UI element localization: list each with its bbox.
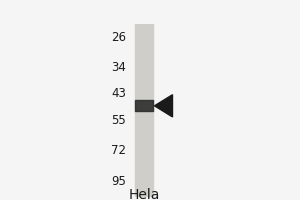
- Text: 95: 95: [111, 175, 126, 188]
- Polygon shape: [154, 95, 172, 117]
- Text: 34: 34: [111, 61, 126, 74]
- Text: 55: 55: [111, 114, 126, 127]
- Text: 72: 72: [111, 144, 126, 157]
- Text: 43: 43: [111, 87, 126, 100]
- Text: Hela: Hela: [128, 188, 160, 200]
- Text: 26: 26: [111, 31, 126, 44]
